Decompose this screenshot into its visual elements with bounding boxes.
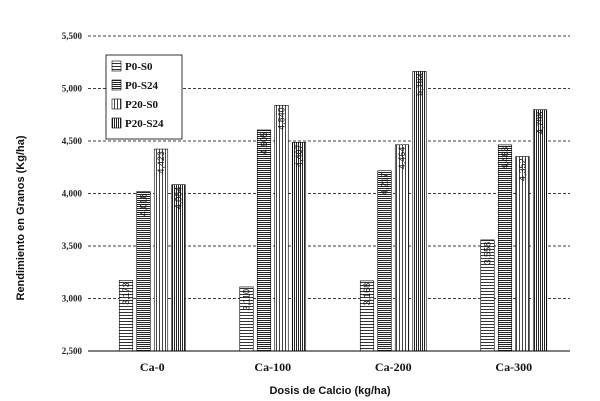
bar-p20-s0-ca-0	[153, 148, 169, 352]
bar-p20-s0-ca-100	[274, 105, 289, 352]
y-axis-title: Rendimiento en Granos (Kg/ha)	[15, 135, 27, 300]
bar-p20-s24-ca-300	[532, 109, 548, 352]
legend-swatch	[111, 79, 122, 91]
y-tick-label: 2,500	[62, 346, 83, 356]
legend-label: P0-S24	[125, 80, 159, 92]
data-label: 3,558	[483, 242, 493, 265]
data-label: 4,217	[380, 173, 390, 196]
data-label: 4,840	[277, 107, 287, 130]
category-label: Ca-300	[495, 360, 532, 374]
legend-label: P20-S0	[125, 99, 159, 111]
data-label: 3,173	[121, 282, 131, 305]
data-label: 4,605	[259, 132, 269, 155]
data-label: 5,163	[415, 73, 425, 96]
bar-p0-s24-ca-100	[256, 129, 272, 352]
data-label: 3,110	[242, 289, 252, 311]
category-label: Ca-200	[375, 360, 412, 374]
y-tick-label: 5,500	[62, 31, 83, 41]
legend-swatch	[111, 60, 122, 72]
bar-p0-s24-ca-200	[377, 170, 392, 352]
bar-p20-s0-ca-200	[394, 144, 410, 352]
data-label: 3,168	[362, 283, 372, 306]
legend-swatch	[111, 98, 122, 110]
bar-p20-s0-ca-300	[515, 156, 530, 352]
data-label: 4,423	[156, 151, 166, 174]
category-labels: Ca-0 Ca-100 Ca-200 Ca-300	[140, 360, 532, 374]
legend: P0-S0 P0-S24 P20-S0 P20-S24	[105, 54, 183, 140]
data-label: 4,798	[535, 112, 545, 135]
bar-p20-s24-ca-100	[291, 142, 307, 352]
legend-label: P0-S0	[125, 61, 153, 73]
y-tick-label: 4,500	[62, 136, 83, 146]
data-label: 4,464	[397, 147, 407, 170]
category-label: Ca-100	[254, 360, 291, 374]
y-tick-label: 5,000	[62, 84, 83, 94]
bar-p0-s24-ca-300	[497, 144, 513, 352]
data-label: 4,487	[294, 144, 304, 167]
y-tick-label: 4,000	[62, 189, 83, 199]
y-axis-ticks: 2,500 3,000 3,500 4,000 4,500 5,000 5,500	[62, 31, 83, 356]
data-label: 4,352	[518, 159, 528, 182]
category-label: Ca-0	[140, 360, 165, 374]
legend-swatch	[111, 117, 122, 129]
data-label: 4,018	[139, 194, 149, 217]
bar-p20-s24-ca-200	[412, 71, 427, 352]
legend-label: P20-S24	[125, 118, 164, 130]
bars	[118, 71, 548, 352]
y-tick-label: 3,000	[62, 294, 83, 304]
y-tick-label: 3,500	[62, 241, 83, 251]
x-axis-title: Dosis de Calcio (kg/ha)	[269, 385, 390, 397]
data-labels: 3,173 4,018 4,423 4,084 3,110 4,605 4,840 4,487…	[121, 73, 545, 310]
data-label: 4,463	[500, 147, 510, 170]
data-label: 4,084	[174, 187, 184, 210]
